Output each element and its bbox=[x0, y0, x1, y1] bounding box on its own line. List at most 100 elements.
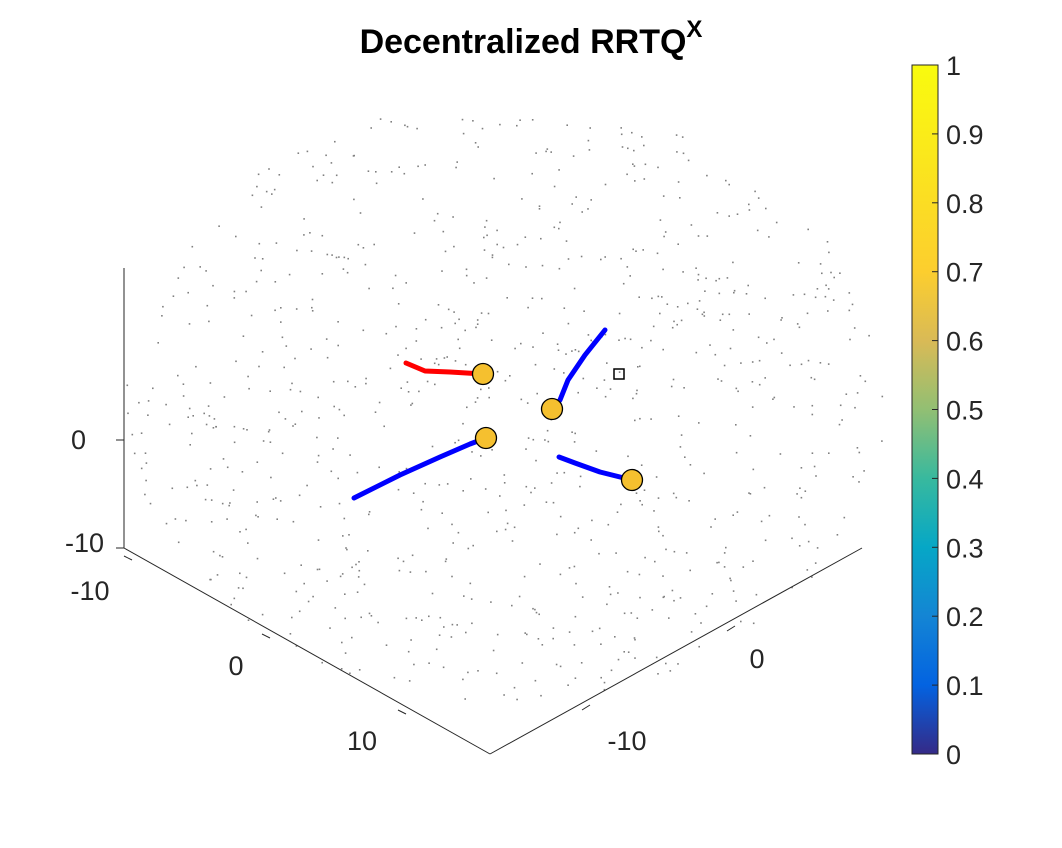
cloud-point bbox=[340, 668, 343, 670]
cloud-point bbox=[226, 518, 228, 520]
cloud-point bbox=[425, 570, 427, 573]
cloud-point bbox=[636, 389, 638, 392]
cloud-point bbox=[748, 492, 750, 494]
cloud-point bbox=[504, 528, 507, 531]
cloud-point bbox=[609, 593, 612, 596]
cloud-point bbox=[810, 376, 813, 379]
cloud-point bbox=[657, 166, 659, 169]
cloud-point bbox=[187, 291, 189, 294]
cloud-point bbox=[590, 339, 592, 342]
cloud-point bbox=[493, 177, 495, 180]
cloud-point bbox=[758, 383, 761, 386]
cloud-point bbox=[182, 383, 185, 385]
cloud-point bbox=[187, 416, 189, 418]
cloud-point bbox=[203, 412, 205, 415]
cloud-point bbox=[745, 293, 748, 295]
cloud-point bbox=[617, 592, 619, 594]
cloud-point bbox=[535, 611, 538, 614]
cloud-point bbox=[222, 458, 225, 460]
cloud-point bbox=[195, 365, 197, 368]
cloud-point bbox=[461, 118, 464, 121]
cloud-point bbox=[456, 624, 458, 626]
cloud-point bbox=[516, 698, 518, 701]
cloud-point bbox=[433, 362, 436, 365]
agent-marker-1 bbox=[471, 362, 495, 386]
cloud-point bbox=[670, 385, 673, 388]
cloud-point bbox=[255, 514, 257, 517]
cloud-point bbox=[615, 552, 617, 554]
cloud-point bbox=[623, 612, 626, 615]
cloud-point bbox=[436, 212, 439, 215]
cloud-point bbox=[233, 297, 236, 299]
cloud-point bbox=[171, 487, 174, 490]
cloud-point bbox=[467, 547, 470, 550]
cloud-point bbox=[407, 391, 410, 393]
cloud-point bbox=[422, 198, 424, 200]
cloud-point bbox=[655, 476, 658, 478]
cloud-point bbox=[813, 465, 816, 468]
cloud-point bbox=[511, 604, 513, 607]
cloud-point bbox=[664, 231, 667, 233]
cloud-point bbox=[677, 415, 680, 417]
cloud-point bbox=[420, 358, 422, 360]
cloud-point bbox=[553, 185, 556, 188]
cloud-point bbox=[268, 168, 270, 170]
cloud-point bbox=[279, 500, 282, 502]
cloud-point bbox=[474, 401, 477, 403]
cloud-point bbox=[303, 234, 305, 236]
cloud-point bbox=[848, 292, 851, 294]
cloud-point bbox=[772, 398, 774, 400]
cloud-point bbox=[828, 452, 830, 454]
cloud-point bbox=[849, 338, 851, 341]
cloud-point bbox=[696, 308, 699, 310]
cloud-point bbox=[618, 371, 621, 373]
cloud-point bbox=[766, 342, 768, 344]
cloud-point bbox=[233, 290, 236, 293]
cloud-point bbox=[662, 575, 664, 577]
cloud-point bbox=[571, 431, 573, 433]
cloud-point bbox=[676, 151, 678, 153]
cloud-point bbox=[212, 550, 215, 553]
cloud-point bbox=[541, 264, 544, 267]
cloud-point bbox=[407, 650, 410, 653]
colorbar-tick-label-7: 0.7 bbox=[946, 258, 984, 288]
cloud-point bbox=[330, 162, 333, 164]
cloud-point bbox=[332, 380, 335, 383]
cloud-point bbox=[446, 483, 449, 485]
cloud-point bbox=[668, 617, 670, 619]
cloud-point bbox=[527, 306, 529, 309]
cloud-point bbox=[182, 395, 185, 397]
cloud-point bbox=[827, 363, 830, 365]
cloud-point bbox=[435, 648, 438, 651]
cloud-point bbox=[780, 319, 782, 321]
cloud-point bbox=[212, 427, 215, 429]
cloud-point bbox=[538, 613, 540, 616]
cloud-point bbox=[196, 484, 198, 487]
cloud-point bbox=[415, 328, 418, 330]
cloud-point bbox=[274, 281, 277, 283]
cloud-point bbox=[311, 306, 313, 309]
cloud-point bbox=[559, 515, 562, 518]
x-tick-label-10: 10 bbox=[347, 726, 377, 756]
cloud-point bbox=[618, 339, 620, 341]
cloud-point bbox=[579, 485, 581, 488]
cloud-point bbox=[232, 489, 235, 491]
cloud-point bbox=[650, 339, 652, 342]
cloud-point bbox=[235, 360, 237, 363]
cloud-point bbox=[420, 508, 423, 511]
cloud-point bbox=[768, 514, 771, 517]
cloud-point bbox=[297, 152, 300, 154]
cloud-point bbox=[289, 388, 292, 391]
cloud-point bbox=[819, 263, 822, 265]
cloud-point bbox=[385, 644, 388, 646]
cloud-point bbox=[574, 677, 577, 679]
cloud-point bbox=[575, 196, 577, 198]
cloud-point bbox=[437, 363, 440, 366]
cloud-point bbox=[334, 140, 336, 143]
cloud-point bbox=[864, 380, 867, 383]
cloud-point bbox=[316, 179, 318, 182]
cloud-point bbox=[335, 174, 338, 177]
cloud-point bbox=[541, 297, 543, 300]
cloud-point bbox=[796, 493, 798, 495]
cloud-point bbox=[523, 575, 526, 578]
